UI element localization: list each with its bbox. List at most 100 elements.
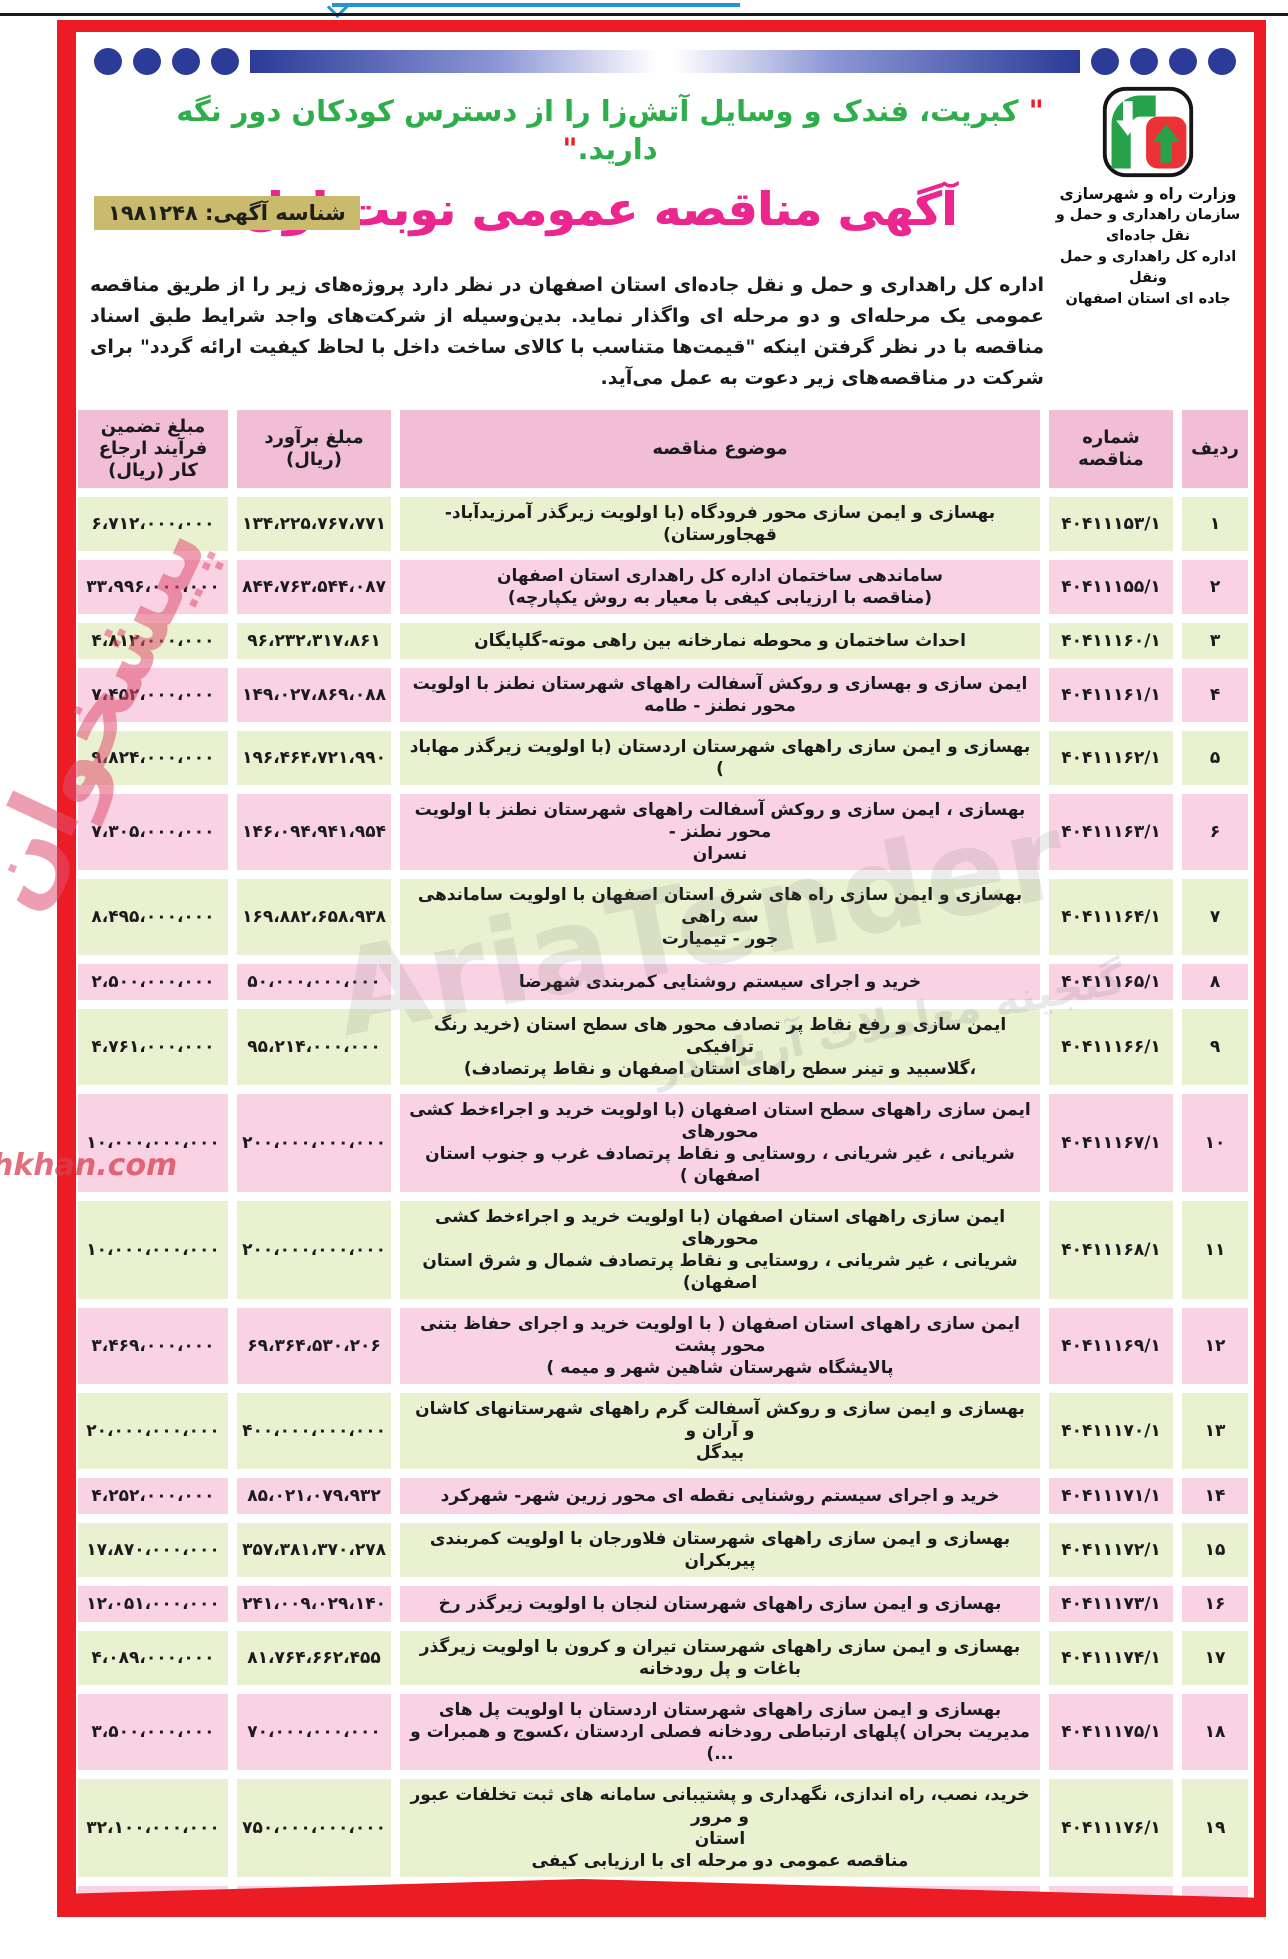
dot-icon	[1091, 47, 1119, 75]
tender-number-cell: ۴۰۴۱۱۱۶۱/۱	[1049, 668, 1173, 722]
guarantee-amount-cell: ۴،۰۸۹،۰۰۰،۰۰۰	[78, 1631, 228, 1685]
row-index-cell: ۱۷	[1182, 1631, 1248, 1685]
estimate-amount-cell: ۱۴۹،۰۲۷،۸۶۹،۰۸۸	[237, 668, 391, 722]
tender-subject-cell: ساماندهی ساختمان اداره کل راهداری استان …	[400, 560, 1040, 614]
row-index-cell: ۴	[1182, 668, 1248, 722]
dot-icon	[1169, 47, 1197, 75]
tender-number-cell: ۴۰۴۱۱۱۶۵/۱	[1049, 964, 1173, 1000]
tender-number-cell: ۴۰۴۱۱۱۶۰/۱	[1049, 623, 1173, 659]
tender-number-cell: ۴۰۴۱۱۱۷۰/۱	[1049, 1393, 1173, 1469]
col-header-number: شماره مناقصه	[1049, 410, 1173, 488]
estimate-amount-cell: ۵۰،۰۰۰،۰۰۰،۰۰۰	[237, 964, 391, 1000]
row-index-cell: ۱۹	[1182, 1779, 1248, 1877]
ad-id-badge: شناسه آگهی: ۱۹۸۱۲۴۸	[94, 196, 360, 230]
tender-number-cell: ۴۰۴۱۱۱۶۷/۱	[1049, 1094, 1173, 1192]
row-index-cell: ۷	[1182, 879, 1248, 955]
row-index-cell: ۱۱	[1182, 1201, 1248, 1299]
tender-number-cell: ۴۰۴۱۱۱۶۸/۱	[1049, 1201, 1173, 1299]
estimate-amount-cell: ۱۳۴،۲۲۵،۷۶۷،۷۷۱	[237, 497, 391, 551]
tender-subject-cell: بهسازی و ایمن سازی راه های شرق استان اصف…	[400, 879, 1040, 955]
tender-table: ردیف شماره مناقصه موضوع مناقصه مبلغ برآو…	[78, 410, 1248, 1917]
ad-title: آگهی مناقصه عمومی نوبت اول	[243, 182, 957, 236]
estimate-amount-cell: ۹۵،۲۱۴،۰۰۰،۰۰۰	[237, 1009, 391, 1085]
tender-number-cell: ۴۰۴۱۱۱۷۲/۱	[1049, 1523, 1173, 1577]
row-index-cell: ۱۳	[1182, 1393, 1248, 1469]
estimate-amount-cell: ۳۵۷،۳۸۱،۳۷۰،۲۷۸	[237, 1523, 391, 1577]
estimate-amount-cell: ۸۵،۰۲۱،۰۷۹،۹۳۲	[237, 1478, 391, 1514]
row-index-cell: ۱۶	[1182, 1586, 1248, 1622]
col-header-row: ردیف	[1182, 410, 1248, 488]
guarantee-amount-cell: ۱۷،۸۷۰،۰۰۰،۰۰۰	[78, 1523, 228, 1577]
guarantee-amount-cell: ۷،۴۵۲،۰۰۰،۰۰۰	[78, 668, 228, 722]
tender-subject-cell: بهسازی و ایمن سازی و روکش آسفالت گرم راه…	[400, 1393, 1040, 1469]
org-line: وزارت راه و شهرسازی	[1059, 185, 1237, 203]
dot-icon	[211, 47, 239, 75]
guarantee-amount-cell: ۴،۷۶۱،۰۰۰،۰۰۰	[78, 1009, 228, 1085]
tender-subject-cell: خرید و اجرای سیستم روشنایی کمربندی شهرضا	[400, 964, 1040, 1000]
estimate-amount-cell: ۴۰۰،۰۰۰،۰۰۰،۰۰۰	[237, 1393, 391, 1469]
guarantee-amount-cell: ۳۲،۱۰۰،۰۰۰،۰۰۰	[78, 1779, 228, 1877]
tender-number-cell: ۴۰۴۱۱۱۶۴/۱	[1049, 879, 1173, 955]
row-index-cell: ۱۴	[1182, 1478, 1248, 1514]
guarantee-amount-cell: ۲،۵۰۰،۰۰۰،۰۰۰	[78, 964, 228, 1000]
bottom-red-ribbon	[76, 1879, 1254, 1917]
row-index-cell: ۳	[1182, 623, 1248, 659]
tender-subject-cell: خرید و اجرای سیستم روشنایی نقطه ای محور …	[400, 1478, 1040, 1514]
guarantee-amount-cell: ۳۳،۹۹۶،۰۰۰،۰۰۰	[78, 560, 228, 614]
row-index-cell: ۱۰	[1182, 1094, 1248, 1192]
guarantee-amount-cell: ۹،۸۲۴،۰۰۰،۰۰۰	[78, 731, 228, 785]
row-index-cell: ۱۲	[1182, 1308, 1248, 1384]
guarantee-amount-cell: ۱۰،۰۰۰،۰۰۰،۰۰۰	[78, 1201, 228, 1299]
estimate-amount-cell: ۸۴۴،۷۶۳،۵۴۴،۰۸۷	[237, 560, 391, 614]
tender-number-cell: ۴۰۴۱۱۱۷۴/۱	[1049, 1631, 1173, 1685]
estimate-amount-cell: ۸۱،۷۶۴،۶۶۲،۴۵۵	[237, 1631, 391, 1685]
tender-subject-cell: بهسازی و ایمن سازی راههای شهرستان اردستا…	[400, 731, 1040, 785]
row-index-cell: ۱	[1182, 497, 1248, 551]
safety-message-text: کبریت، فندک و وسایل آتش‌زا را از دسترس ک…	[176, 94, 1029, 166]
tender-subject-cell: ایمن سازی راههای استان اصفهان ( با اولوی…	[400, 1308, 1040, 1384]
tender-number-cell: ۴۰۴۱۱۱۶۶/۱	[1049, 1009, 1173, 1085]
row-index-cell: ۲	[1182, 560, 1248, 614]
guarantee-amount-cell: ۴،۲۵۲،۰۰۰،۰۰۰	[78, 1478, 228, 1514]
estimate-amount-cell: ۷۰،۰۰۰،۰۰۰،۰۰۰	[237, 1694, 391, 1770]
quote-mark: "	[562, 132, 578, 166]
org-line: سازمان راهداری و حمل و نقل جاده‌ای	[1055, 207, 1241, 244]
tender-number-cell: ۴۰۴۱۱۱۶۹/۱	[1049, 1308, 1173, 1384]
tender-subject-cell: ایمن سازی و رفع نقاط پر تصادف محور های س…	[400, 1009, 1040, 1085]
estimate-amount-cell: ۱۶۹،۸۸۲،۶۵۸،۹۳۸	[237, 879, 391, 955]
tender-subject-cell: ایمن سازی راههای استان اصفهان (با اولویت…	[400, 1201, 1040, 1299]
col-header-guarantee: مبلغ تضمین فرآیند ارجاع کار (ریال)	[78, 410, 228, 488]
tender-number-cell: ۴۰۴۱۱۱۷۱/۱	[1049, 1478, 1173, 1514]
row-index-cell: ۹	[1182, 1009, 1248, 1085]
top-blue-rule	[332, 3, 740, 7]
tender-subject-cell: بهسازی و ایمن سازی راههای شهرستان فلاورج…	[400, 1523, 1040, 1577]
org-logo-block: وزارت راه و شهرسازی سازمان راهداری و حمل…	[1048, 84, 1248, 310]
tender-number-cell: ۴۰۴۱۱۱۶۳/۱	[1049, 794, 1173, 870]
guarantee-amount-cell: ۱۰،۰۰۰،۰۰۰،۰۰۰	[78, 1094, 228, 1192]
guarantee-amount-cell: ۸،۴۹۵،۰۰۰،۰۰۰	[78, 879, 228, 955]
row-index-cell: ۸	[1182, 964, 1248, 1000]
estimate-amount-cell: ۲۴۱،۰۰۹،۰۲۹،۱۴۰	[237, 1586, 391, 1622]
tender-subject-cell: ایمن سازی و بهسازی و روکش آسفالت راههای …	[400, 668, 1040, 722]
dot-icon	[172, 47, 200, 75]
tender-number-cell: ۴۰۴۱۱۱۶۲/۱	[1049, 731, 1173, 785]
tender-subject-cell: خرید، نصب، راه اندازی، نگهداری و پشتیبان…	[400, 1779, 1040, 1877]
col-header-subject: موضوع مناقصه	[400, 410, 1040, 488]
guarantee-amount-cell: ۱۲،۰۵۱،۰۰۰،۰۰۰	[78, 1586, 228, 1622]
col-header-estimate: مبلغ برآورد (ریال)	[237, 410, 391, 488]
guarantee-amount-cell: ۶،۷۱۲،۰۰۰،۰۰۰	[78, 497, 228, 551]
estimate-amount-cell: ۷۵۰،۰۰۰،۰۰۰،۰۰۰	[237, 1779, 391, 1877]
title-row: آگهی مناقصه عمومی نوبت اول شناسه آگهی: ۱…	[94, 178, 1044, 244]
tender-number-cell: ۴۰۴۱۱۱۷۶/۱	[1049, 1779, 1173, 1877]
org-line: اداره کل راهداری و حمل ونقل	[1059, 249, 1237, 286]
gradient-bar	[250, 49, 1080, 73]
estimate-amount-cell: ۲۰۰،۰۰۰،۰۰۰،۰۰۰	[237, 1094, 391, 1192]
dot-icon	[1208, 47, 1236, 75]
estimate-amount-cell: ۱۴۶،۰۹۴،۹۴۱،۹۵۴	[237, 794, 391, 870]
tender-subject-cell: بهسازی و ایمن سازی راههای شهرستان اردستا…	[400, 1694, 1040, 1770]
guarantee-amount-cell: ۷،۳۰۵،۰۰۰،۰۰۰	[78, 794, 228, 870]
dot-icon	[94, 47, 122, 75]
tender-number-cell: ۴۰۴۱۱۱۵۳/۱	[1049, 497, 1173, 551]
guarantee-amount-cell: ۳،۴۶۹،۰۰۰،۰۰۰	[78, 1308, 228, 1384]
decor-dots-bar	[94, 46, 1236, 76]
